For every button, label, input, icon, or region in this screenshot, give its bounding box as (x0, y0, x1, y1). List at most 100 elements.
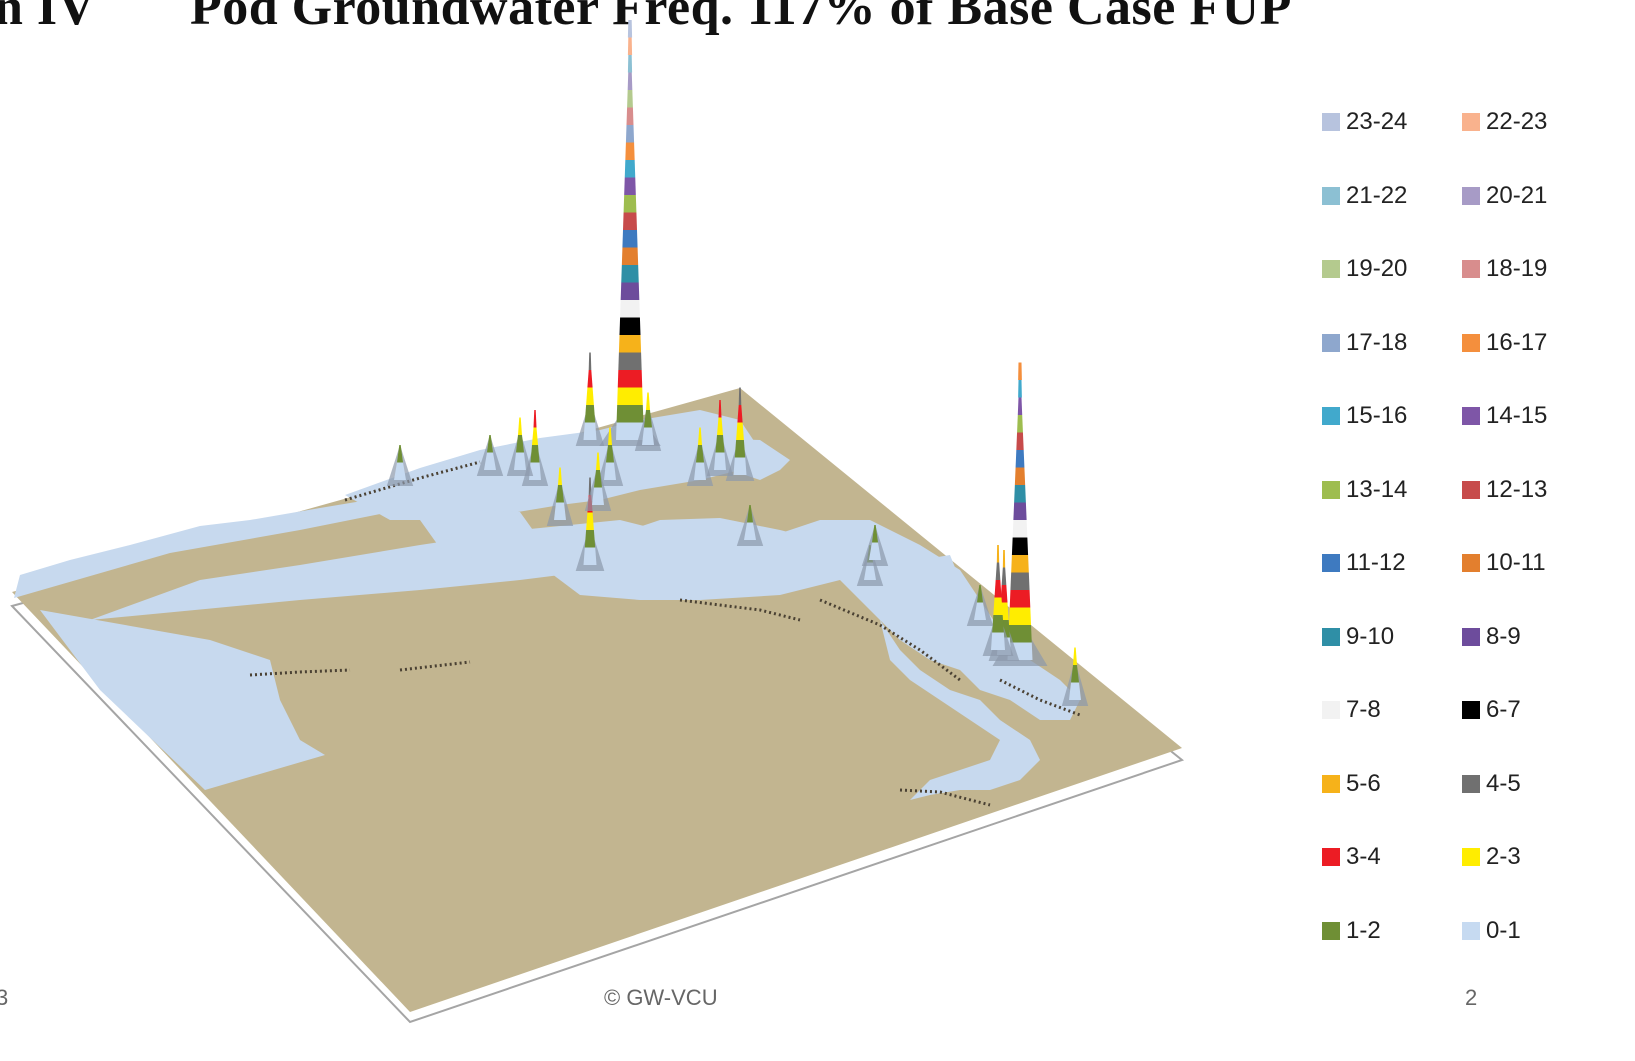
legend-label: 3-4 (1346, 843, 1381, 870)
legend-swatch (1462, 480, 1480, 499)
peak-band (1001, 567, 1007, 585)
legend-label: 11-12 (1346, 549, 1406, 576)
legend-label: 4-5 (1486, 769, 1521, 797)
legend-item: 13-14 (1322, 476, 1407, 504)
legend-item: 4-5 (1462, 770, 1521, 798)
bank-edges (249, 460, 1081, 807)
peak-band (1012, 520, 1028, 538)
peak-band (588, 352, 592, 370)
peak-band (620, 300, 640, 318)
peak-band (627, 20, 633, 38)
peak-group (386, 20, 1089, 706)
peak-band (584, 405, 596, 423)
peak-band (996, 545, 1000, 563)
peak-band (717, 417, 723, 435)
legend-item: 12-13 (1462, 476, 1547, 504)
peak-band (994, 580, 1002, 598)
peak-band (733, 457, 747, 475)
peak-band (1018, 380, 1022, 398)
peak-band (1011, 537, 1029, 555)
legend-swatch (1322, 701, 1340, 719)
peak-band (715, 435, 725, 453)
peak-band (594, 470, 602, 488)
legend-swatch (1462, 113, 1480, 131)
title-main: Pod Groundwater Freq. 117% of Base Case … (190, 0, 1292, 36)
peak-band (1013, 502, 1027, 520)
peak-band (618, 352, 642, 370)
legend-item: 10-11 (1462, 549, 1546, 577)
peak-band (737, 405, 743, 423)
peak-band (627, 37, 633, 55)
legend-swatch (1462, 627, 1480, 646)
legend-swatch (1322, 921, 1340, 940)
peak-band (592, 487, 604, 505)
legend-swatch (1462, 333, 1480, 352)
peak-band (627, 90, 633, 108)
legend-swatch (1322, 260, 1340, 278)
footer-left: 3 (0, 985, 9, 1010)
legend-item: 11-12 (1322, 549, 1406, 577)
peak-band (604, 462, 616, 480)
legend-swatch (1462, 186, 1480, 205)
peak-band (1018, 362, 1022, 380)
legend-swatch (1462, 701, 1480, 719)
peak-band (623, 195, 637, 213)
peak-band (1008, 607, 1032, 625)
peak-band (646, 392, 650, 410)
legend-label: 7-8 (1346, 696, 1381, 723)
legend-label: 9-10 (1346, 622, 1395, 650)
legend-swatch (1462, 554, 1480, 572)
peak-band (622, 230, 638, 248)
legend-swatch (1322, 407, 1340, 425)
peak-band (556, 485, 564, 503)
peak (476, 435, 504, 476)
peak-band (1073, 647, 1077, 665)
legend-item: 17-18 (1322, 329, 1407, 357)
peak-band (586, 512, 594, 530)
peak-band (992, 615, 1004, 633)
legend-label: 10-11 (1486, 549, 1546, 576)
peak-band (586, 387, 594, 405)
legend-item: 15-16 (1322, 402, 1407, 430)
peak-band (644, 410, 652, 428)
legend-item: 16-17 (1462, 329, 1547, 357)
peak-band (991, 632, 1005, 650)
peak-band (627, 72, 633, 90)
legend-label: 18-19 (1486, 255, 1548, 282)
legend-swatch (1322, 554, 1340, 572)
peak-band (627, 55, 633, 73)
peak-band (1008, 625, 1032, 643)
surface-plot (10, 20, 1185, 1024)
peak-band (1017, 397, 1023, 415)
peak-band (1014, 467, 1026, 485)
legend-label: 15-16 (1346, 402, 1408, 429)
legend: 23-24 22-23 21-22 20-21 19-20 18-19 17-18 16-17… (1322, 108, 1635, 1008)
title-prefix: n IV (0, 0, 96, 36)
peak-band (1000, 585, 1008, 603)
legend-label: 13-14 (1346, 475, 1408, 503)
legend-swatch (1322, 113, 1340, 131)
peak (736, 505, 764, 546)
peak-band (616, 405, 644, 423)
peak-band (736, 422, 744, 440)
peak-band (718, 400, 722, 418)
legend-item: 18-19 (1462, 255, 1547, 283)
legend-label: 20-21 (1486, 181, 1548, 209)
legend-swatch (1322, 848, 1340, 866)
peak (966, 585, 994, 626)
peak-band (584, 530, 596, 548)
peak-band (587, 370, 593, 388)
legend-swatch (1462, 260, 1480, 278)
peak-band (698, 427, 702, 445)
legend-swatch (1462, 774, 1480, 793)
legend-label: 17-18 (1346, 328, 1408, 356)
peak-band (620, 282, 640, 300)
legend-swatch (1322, 186, 1340, 205)
peak-band (696, 445, 704, 463)
peak (575, 352, 605, 446)
footer-right: 2 (1465, 985, 1478, 1010)
legend-item: 23-24 (1322, 108, 1407, 136)
legend-swatch (1322, 627, 1340, 646)
peak (584, 452, 612, 511)
legend-item: 1-2 (1322, 917, 1381, 945)
